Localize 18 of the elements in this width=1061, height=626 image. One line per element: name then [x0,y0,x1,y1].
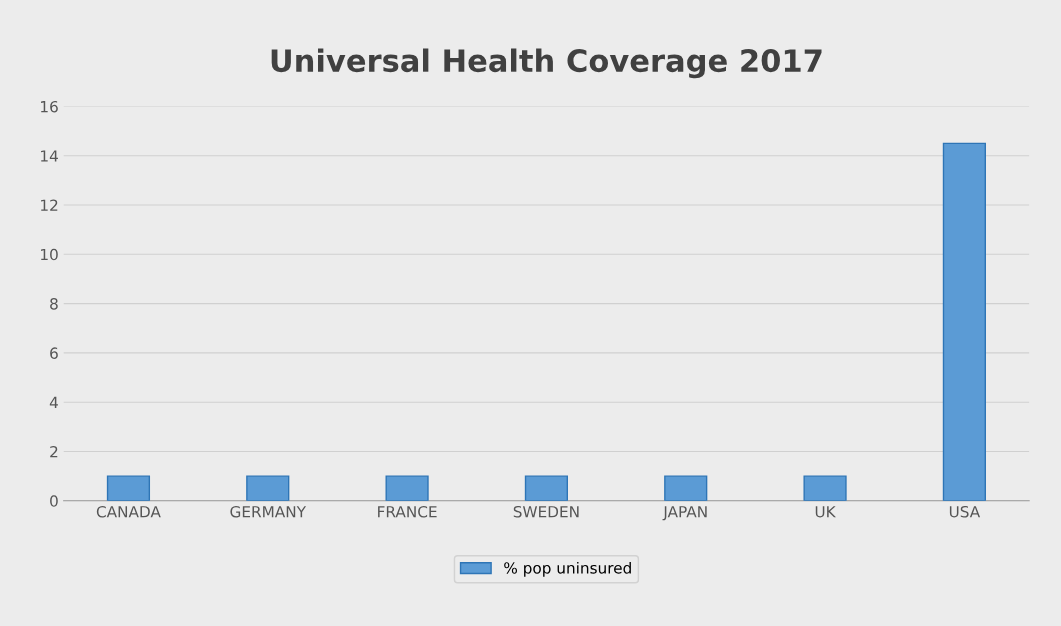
legend-label: % pop uninsured [504,561,631,577]
x-tick-label: JAPAN [662,506,707,521]
y-tick-label: 4 [49,396,58,409]
x-tick-label: USA [949,505,981,518]
x-tick-label: GERMANY [230,505,307,518]
y-tick-label: 2 [50,445,58,458]
y-tick-label: 8 [50,298,58,310]
y-tick-label: 0 [50,495,58,507]
x-tick-label: FRANCE [378,505,437,518]
y-tick-label: 10 [41,248,58,261]
y-tick-label: 12 [41,199,58,211]
y-tick-label: 16 [41,100,58,113]
chart-title: Universal Health Coverage 2017 [271,48,822,79]
y-tick-label: 14 [41,150,58,162]
x-tick-label: SWEDEN [513,505,579,518]
y-tick-label: 6 [50,347,58,359]
x-tick-label: CANADA [96,505,161,518]
x-tick-label: UK [815,506,836,518]
